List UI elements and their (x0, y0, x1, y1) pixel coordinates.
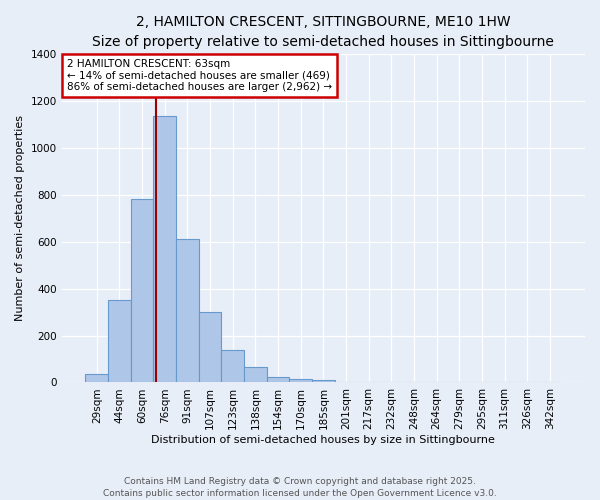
Bar (244, 367, 266, 382)
Bar (85, 374, 108, 382)
Text: 2 HAMILTON CRESCENT: 63sqm
← 14% of semi-detached houses are smaller (469)
86% o: 2 HAMILTON CRESCENT: 63sqm ← 14% of semi… (67, 59, 332, 92)
Bar (221, 350, 244, 382)
Bar (154, 116, 176, 382)
Bar (289, 379, 312, 382)
Bar (266, 376, 289, 382)
X-axis label: Distribution of semi-detached houses by size in Sittingbourne: Distribution of semi-detached houses by … (151, 435, 495, 445)
Bar (108, 300, 131, 382)
Text: Contains HM Land Registry data © Crown copyright and database right 2025.
Contai: Contains HM Land Registry data © Crown c… (103, 476, 497, 498)
Bar (199, 312, 221, 382)
Y-axis label: Number of semi-detached properties: Number of semi-detached properties (15, 115, 25, 321)
Title: 2, HAMILTON CRESCENT, SITTINGBOURNE, ME10 1HW
Size of property relative to semi-: 2, HAMILTON CRESCENT, SITTINGBOURNE, ME1… (92, 15, 554, 48)
Bar (131, 200, 154, 382)
Bar (312, 380, 335, 382)
Bar (176, 240, 199, 382)
